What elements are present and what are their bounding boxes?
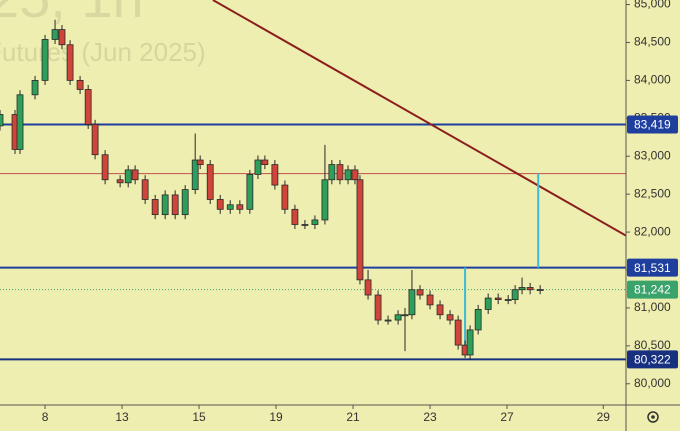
x-tick-label: 13: [115, 410, 129, 424]
candle-body: [301, 224, 309, 226]
candle-body: [336, 164, 344, 181]
y-tick-label: 85,000: [634, 0, 671, 11]
watermark-subtitle: Futures (Jun 2025): [0, 37, 206, 67]
candle-body: [321, 179, 329, 221]
y-tick-label: 83,000: [634, 148, 671, 162]
candle-body: [31, 79, 39, 96]
candle-body: [116, 179, 124, 184]
candle-body: [171, 194, 179, 216]
candle-body: [394, 314, 402, 321]
y-tick-label: 80,000: [634, 376, 671, 390]
candle-body: [131, 169, 139, 181]
settings-icon-center: [651, 415, 655, 419]
candle-body: [16, 94, 24, 150]
x-tick-label: 23: [423, 410, 437, 424]
y-tick-label: 80,500: [634, 338, 671, 352]
candle-body: [401, 314, 409, 317]
price-badge: [627, 280, 678, 299]
candle-body: [344, 169, 352, 181]
candle-body: [254, 159, 262, 175]
x-tick-label: 29: [597, 410, 611, 424]
watermark-title: 25, 1h: [0, 0, 144, 29]
x-tick-label: 15: [192, 410, 206, 424]
candle-body: [356, 179, 364, 281]
candle-body: [141, 179, 149, 200]
y-tick-label: 84,000: [634, 73, 671, 87]
candle-body: [0, 114, 4, 127]
candle-body: [484, 297, 492, 310]
candle-body: [58, 29, 66, 46]
candle-body: [436, 304, 444, 316]
candle-body: [216, 199, 224, 210]
price-badge: [627, 258, 678, 277]
candle-body: [84, 89, 92, 125]
candle-body: [426, 294, 434, 306]
candle-body: [454, 319, 462, 346]
candle-body: [261, 159, 269, 165]
settings-button[interactable]: [647, 411, 659, 423]
candle-body: [206, 164, 214, 200]
candle-body: [196, 159, 204, 165]
candle-body: [416, 289, 424, 296]
x-tick-label: 19: [269, 410, 283, 424]
candle-body: [328, 164, 336, 181]
settings-icon[interactable]: [647, 411, 659, 423]
candle-body: [91, 123, 99, 156]
candle-body: [474, 309, 482, 331]
candle-body: [246, 174, 254, 210]
x-tick-label: 8: [42, 410, 49, 424]
candle-body: [124, 169, 132, 184]
y-tick-label: 81,000: [634, 300, 671, 314]
candle-body: [41, 39, 49, 81]
candle-body: [504, 299, 512, 301]
candle-body: [446, 314, 454, 321]
candle-body: [518, 287, 526, 291]
x-tick-label: 21: [346, 410, 360, 424]
candle-body: [151, 199, 159, 216]
y-tick-label: 84,500: [634, 35, 671, 49]
y-tick-label: 82,000: [634, 224, 671, 238]
candle-body: [526, 287, 534, 291]
x-tick-label: 27: [500, 410, 514, 424]
candle-body: [384, 319, 392, 322]
price-badge: [627, 115, 678, 134]
candle-body: [191, 159, 199, 191]
y-tick-label: 82,500: [634, 186, 671, 200]
candle-body: [181, 189, 189, 216]
candle-body: [76, 79, 84, 90]
candle-body: [291, 208, 299, 225]
candle-body: [364, 279, 372, 296]
candle-body: [271, 164, 279, 186]
candle-body: [66, 44, 74, 81]
plot: [0, 0, 626, 361]
candle-body: [351, 169, 359, 181]
candle-body: [311, 219, 319, 225]
watermark: 25, 1h Futures (Jun 2025): [0, 0, 206, 67]
trendline: [212, 0, 626, 237]
price-badge: [627, 350, 678, 369]
candle-body: [236, 204, 244, 210]
candle-body: [374, 294, 382, 321]
candle-body: [226, 204, 234, 210]
candle-body: [408, 289, 416, 316]
candle-body: [494, 297, 502, 300]
candle-body: [466, 329, 474, 356]
candle-body: [101, 154, 109, 181]
price-badge-label: 83,419: [634, 118, 671, 132]
price-badge-label: 80,322: [634, 353, 671, 367]
price-badge-label: 81,242: [634, 283, 671, 297]
candle-body: [511, 289, 519, 300]
candle-body: [161, 194, 169, 216]
candle-body: [51, 29, 59, 40]
candle-body: [536, 289, 544, 291]
price-badge-label: 81,531: [634, 261, 671, 275]
candle-body: [281, 184, 289, 210]
